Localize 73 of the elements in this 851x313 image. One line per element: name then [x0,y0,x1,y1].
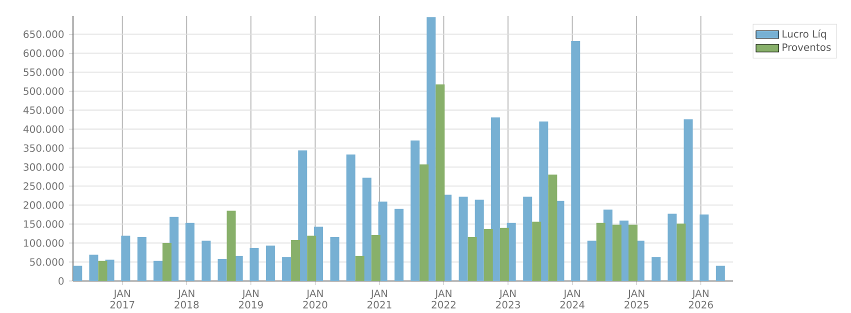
bar [652,257,661,281]
bar [121,236,130,281]
bar [676,224,686,281]
bar [700,214,709,281]
bar [612,224,622,281]
bar [548,174,558,281]
y-tick-label: 200.000 [24,201,64,209]
x-tick-label: JAN 2024 [560,290,584,308]
x-tick-label: JAN 2026 [688,290,713,308]
x-tick-label: JAN 2020 [303,290,328,308]
bar [684,119,693,281]
x-tick-label: JAN 2023 [496,290,520,308]
y-tick-label: 250.000 [24,182,64,190]
x-tick-label: JAN 2017 [110,290,134,308]
bar [73,266,82,281]
bar [587,240,596,281]
y-tick-label: 50.000 [30,258,64,266]
bar [137,236,146,281]
bar [250,248,259,281]
bar [291,240,300,281]
bar [410,140,420,281]
legend-label: Proventos [782,44,831,51]
y-tick-label: 0 [58,277,64,285]
y-tick-label: 600.000 [24,49,64,57]
y-tick-label: 100.000 [24,239,64,247]
bar [89,254,98,281]
bar [226,210,236,281]
y-tick-label: 500.000 [24,87,64,95]
bar [532,222,542,281]
y-tick-label: 350.000 [24,144,64,152]
bar [484,228,493,281]
bar [330,236,340,281]
x-tick-label: JAN 2022 [432,290,456,308]
bar [371,235,380,281]
bar [266,246,275,281]
bar [162,243,172,281]
y-tick-label: 450.000 [23,106,64,114]
bar [185,222,194,281]
bar [426,17,436,281]
bar [458,196,468,281]
bar [307,236,316,281]
bar [98,260,108,281]
bar [218,258,227,281]
y-tick-label: 650.000 [24,30,64,38]
x-tick-label: JAN 2018 [174,290,199,308]
bar [436,84,445,281]
bar [282,257,292,281]
bar [394,208,404,281]
bar [523,196,532,281]
bar [628,224,638,281]
bar [298,150,308,281]
bar [355,256,364,281]
bar [490,117,500,281]
x-tick-label: JAN 2025 [624,290,648,308]
bar [202,240,211,281]
bar [468,236,477,281]
x-tick-label: JAN 2021 [367,290,392,308]
bar [500,228,509,281]
bar [716,266,725,281]
bar [539,122,548,281]
bar [362,178,372,281]
legend-label: Lucro Líq [782,30,826,40]
bar [346,154,356,281]
bar [596,222,606,281]
bar [420,164,429,281]
y-tick-label: 550.000 [24,68,64,76]
bar [571,41,580,281]
bar [153,260,162,281]
y-tick-label: 300.000 [24,163,64,171]
bar [668,214,677,281]
y-tick-label: 150.000 [24,220,64,228]
x-tick-label: JAN 2019 [238,290,263,308]
y-tick-label: 400.000 [23,125,64,133]
